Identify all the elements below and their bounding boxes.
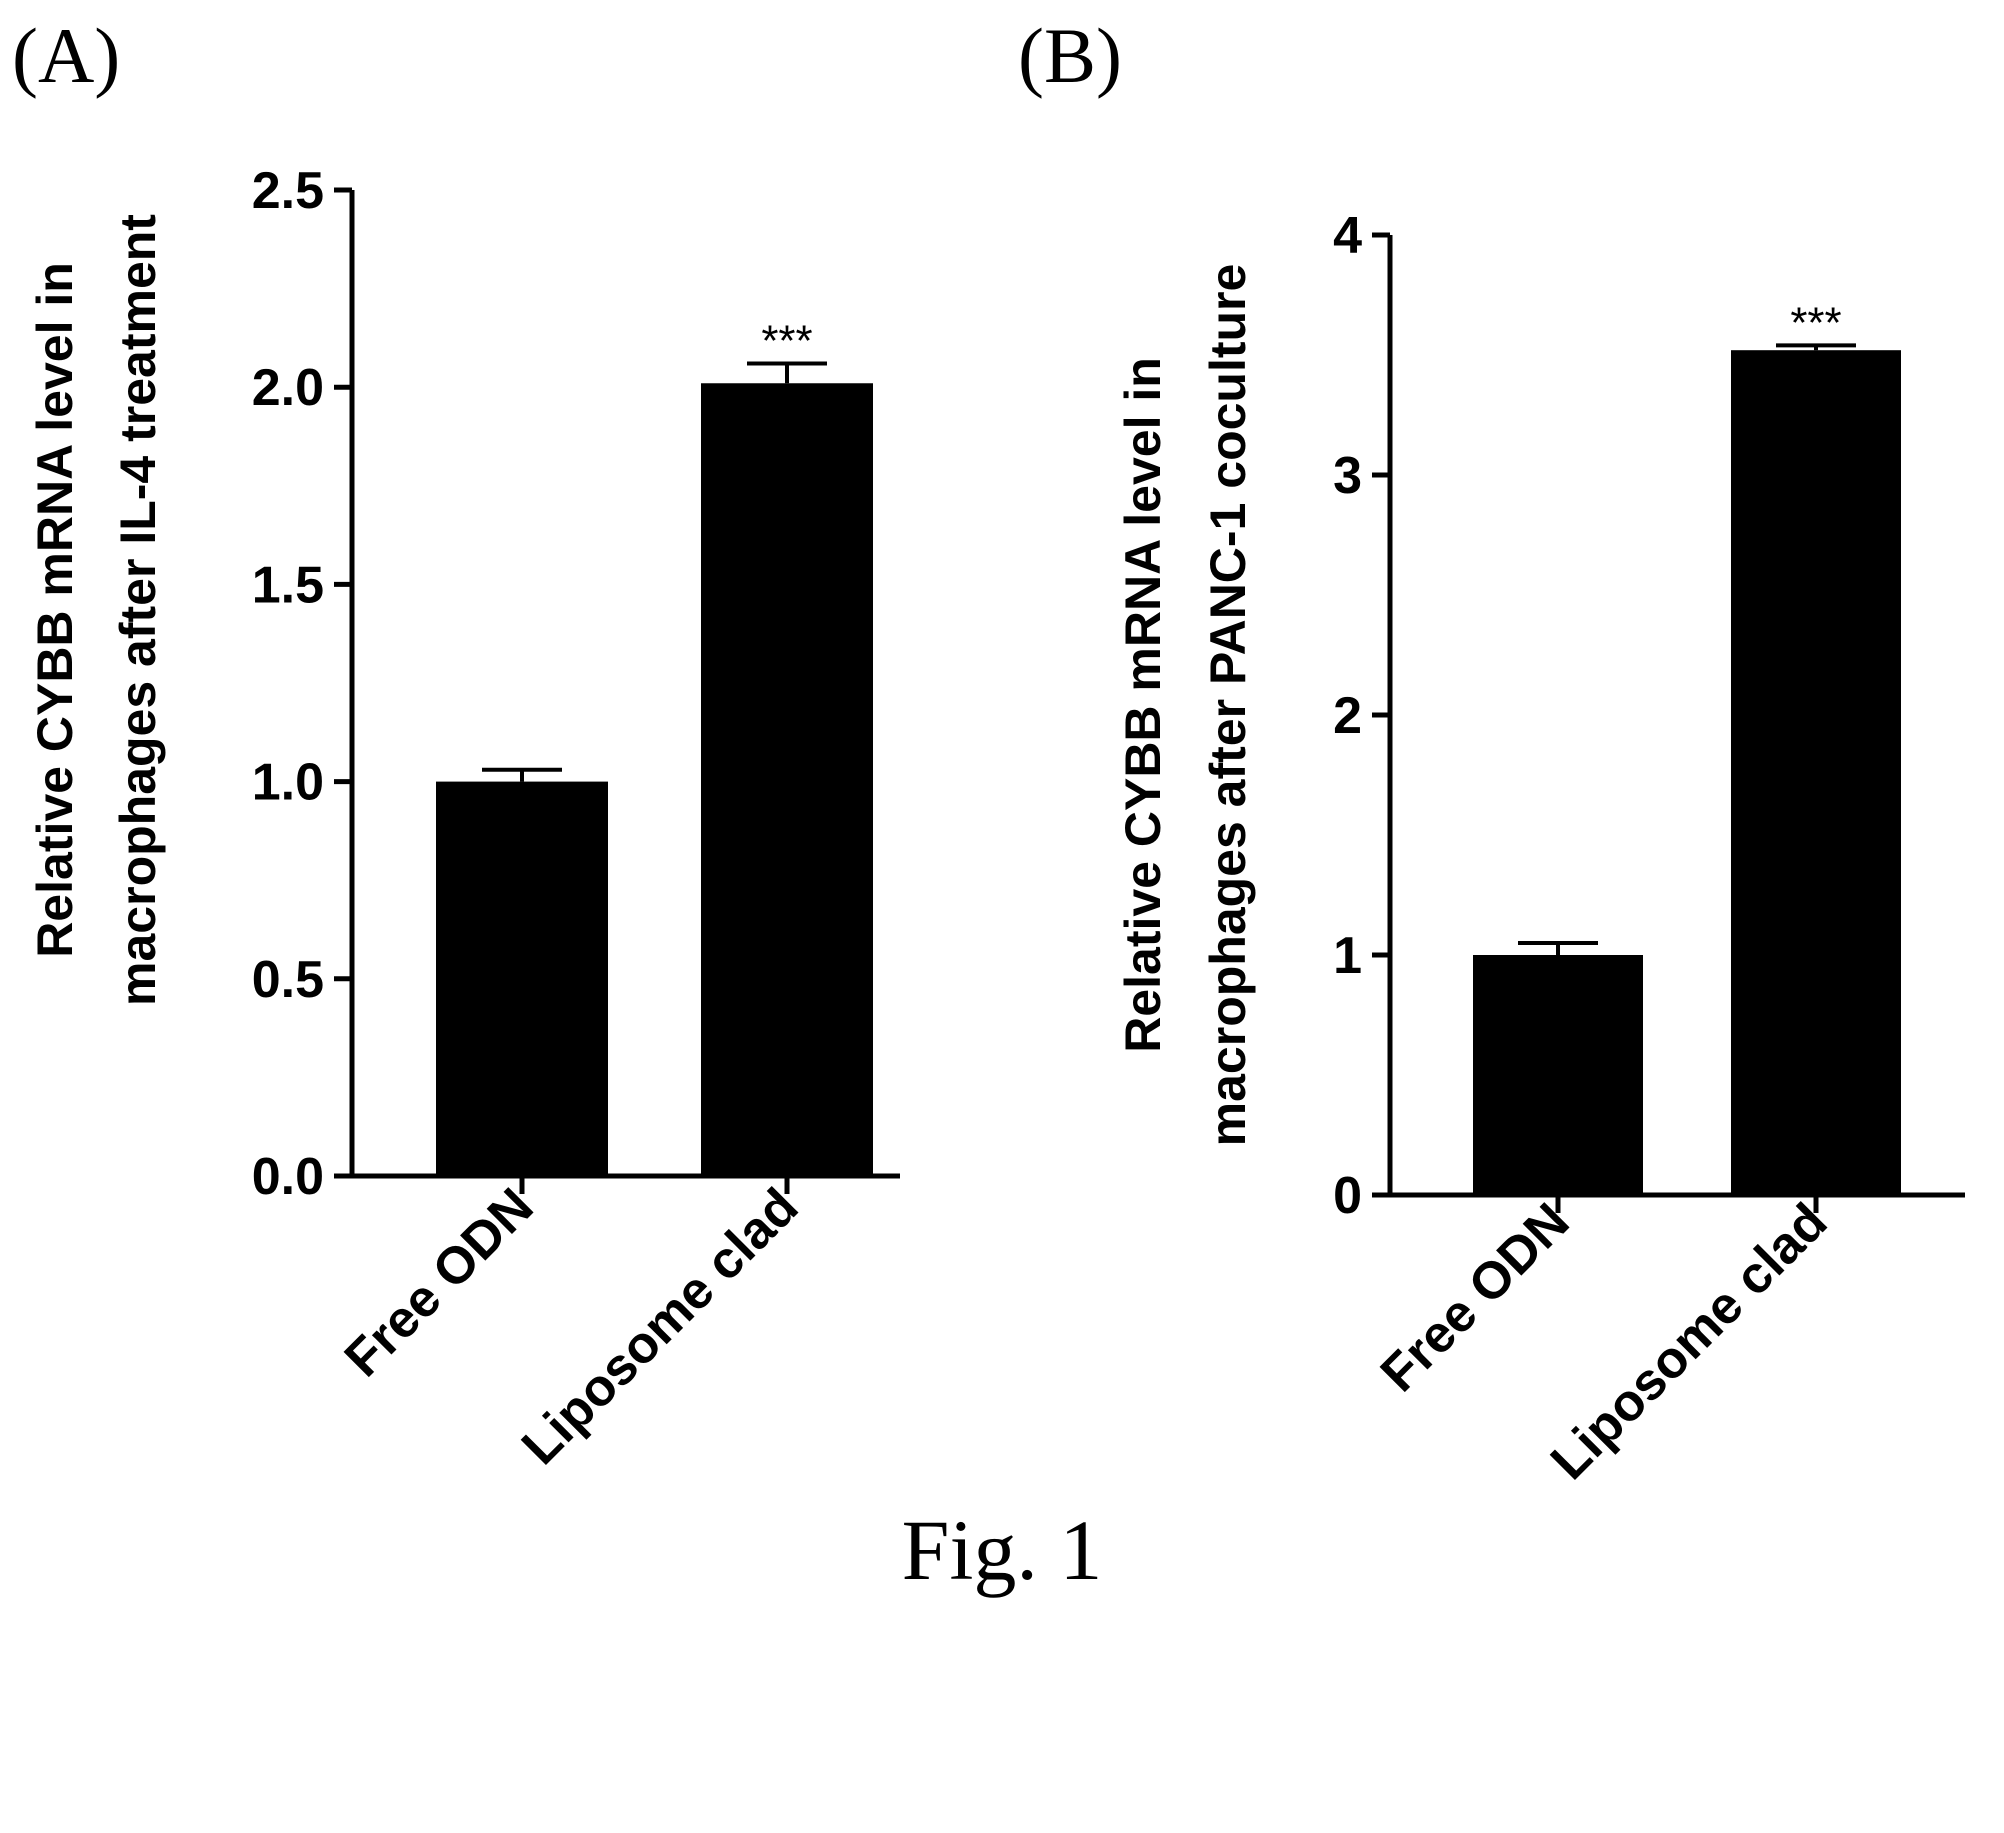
y-axis-label: Relative CYBB mRNA level in — [27, 262, 83, 958]
panel-label: (A) — [12, 12, 120, 99]
y-axis-label: Relative CYBB mRNA level in — [1115, 357, 1171, 1053]
bar-free-odn — [1473, 955, 1643, 1195]
x-category-label: Liposome clad — [511, 1177, 809, 1475]
y-axis-label: macrophages after PANC-1 coculture — [1200, 264, 1256, 1147]
figure-caption: Fig. 1 — [901, 1502, 1103, 1598]
y-tick-label: 2.5 — [252, 162, 324, 220]
y-tick-label: 1.0 — [252, 754, 324, 812]
bar-liposome-clad — [701, 383, 873, 1177]
y-tick-label: 2 — [1333, 687, 1362, 745]
y-tick-label: 1.5 — [252, 556, 324, 614]
x-category-label: Liposome clad — [1540, 1192, 1838, 1490]
x-category-label: Free ODN — [334, 1177, 545, 1388]
bar-liposome-clad — [1731, 350, 1901, 1195]
y-tick-label: 1 — [1333, 927, 1362, 985]
y-tick-label: 4 — [1333, 207, 1362, 265]
y-tick-label: 0.0 — [252, 1148, 324, 1206]
significance-marker: *** — [1790, 298, 1841, 347]
y-tick-label: 2.0 — [252, 359, 324, 417]
bar-free-odn — [436, 781, 608, 1176]
y-tick-label: 3 — [1333, 447, 1362, 505]
y-tick-label: 0 — [1333, 1167, 1362, 1225]
y-axis-label: macrophages after IL-4 treatment — [110, 214, 166, 1006]
y-tick-label: 0.5 — [252, 951, 324, 1009]
x-category-label: Free ODN — [1370, 1192, 1581, 1403]
significance-marker: *** — [761, 317, 812, 366]
panel-label: (B) — [1018, 12, 1122, 99]
